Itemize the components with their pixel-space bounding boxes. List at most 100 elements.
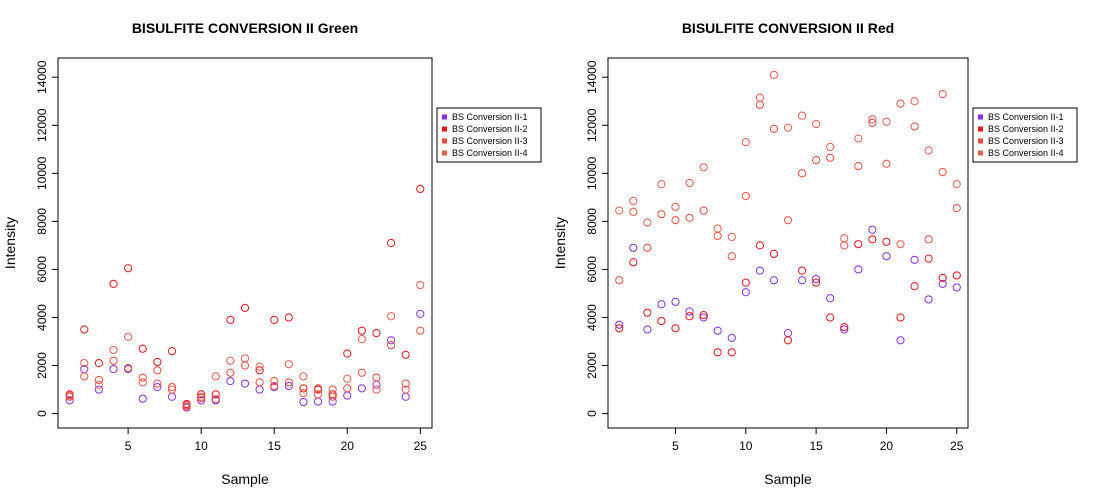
chart-2-point bbox=[952, 204, 961, 213]
chart-1: BISULFITE CONVERSION II Green 5 10 15 20 25 0 2… bbox=[2, 20, 542, 487]
chart-2-point bbox=[643, 308, 652, 317]
chart-1-x-tick-label: 25 bbox=[414, 439, 428, 453]
chart-2-point bbox=[643, 325, 652, 334]
chart-1-point bbox=[284, 378, 293, 387]
chart-2-point bbox=[643, 218, 652, 227]
chart-2-point bbox=[755, 241, 764, 250]
chart-2-point bbox=[952, 180, 961, 189]
chart-1-point bbox=[226, 368, 235, 377]
chart-1-point bbox=[94, 375, 104, 385]
chart-1-point bbox=[80, 325, 89, 334]
chart-2-point bbox=[769, 276, 779, 285]
chart-1-y-tick-label: 12000 bbox=[35, 108, 49, 142]
chart-1-point bbox=[270, 315, 279, 324]
chart-2-point bbox=[854, 240, 863, 249]
chart-1-point bbox=[386, 341, 396, 350]
chart-1-point bbox=[270, 381, 279, 391]
chart-2-point bbox=[713, 224, 722, 233]
chart-2-x-tick-label: 15 bbox=[809, 439, 823, 453]
chart-2-point bbox=[882, 159, 891, 168]
chart-2-point bbox=[629, 258, 638, 267]
chart-1-point bbox=[124, 363, 133, 373]
chart-1-point bbox=[401, 385, 410, 394]
chart-2-point bbox=[910, 282, 919, 291]
chart-2-point bbox=[910, 122, 919, 131]
chart-1-point bbox=[270, 377, 279, 386]
chart-1-point bbox=[94, 359, 104, 368]
chart-1-point bbox=[386, 336, 396, 345]
chart-1-series-1 bbox=[65, 309, 425, 412]
chart-1-legend: BS Conversion II-1 BS Conversion II-2 BS C… bbox=[436, 107, 542, 163]
chart-1-point bbox=[109, 365, 118, 374]
chart-1-y-tick-label: 10000 bbox=[35, 156, 49, 190]
chart-1-point bbox=[328, 385, 337, 394]
chart-1-point bbox=[226, 356, 235, 365]
chart-2-point bbox=[840, 325, 849, 334]
chart-2-legend-label: BS Conversion II-2 bbox=[988, 124, 1064, 134]
chart-1-point bbox=[372, 385, 381, 394]
chart-1-legend-box bbox=[436, 107, 542, 163]
chart-2-point bbox=[826, 294, 835, 303]
chart-2-y-tick-label: 14000 bbox=[585, 60, 599, 94]
chart-1-point bbox=[109, 345, 118, 355]
chart-2-point bbox=[783, 123, 793, 132]
chart-1-point bbox=[197, 396, 206, 405]
chart-2-legend-swatch bbox=[978, 138, 983, 144]
chart-1-point bbox=[138, 378, 147, 387]
chart-1-point bbox=[299, 384, 308, 393]
chart-1-point bbox=[153, 357, 162, 367]
chart-2-point bbox=[924, 146, 933, 155]
chart-1-point bbox=[401, 379, 410, 388]
chart-1-point bbox=[65, 396, 74, 405]
chart-2-point bbox=[713, 326, 722, 335]
chart-1-point bbox=[138, 394, 147, 403]
chart-1-legend-label: BS Conversion II-1 bbox=[452, 112, 528, 122]
chart-1-point bbox=[109, 356, 118, 365]
chart-1-point bbox=[226, 377, 235, 386]
chart-1-point bbox=[357, 368, 366, 377]
chart-2-y-axis-label: Intensity bbox=[552, 217, 568, 269]
chart-2-point bbox=[910, 97, 919, 106]
chart-1-point bbox=[153, 379, 162, 388]
chart-2-point bbox=[615, 276, 624, 285]
chart-2-point bbox=[755, 266, 764, 275]
chart-1-legend-swatch bbox=[442, 114, 447, 120]
chart-2-point bbox=[812, 278, 821, 287]
chart-2-point bbox=[797, 111, 807, 120]
chart-1-point bbox=[357, 384, 366, 393]
chart-2-point bbox=[797, 266, 807, 275]
chart-2-plot-frame bbox=[607, 57, 969, 429]
chart-2-point bbox=[854, 162, 863, 171]
chart-1-legend-swatch bbox=[442, 138, 447, 144]
chart-1-x-tick-label: 15 bbox=[268, 439, 282, 453]
chart-2-point bbox=[741, 137, 750, 147]
chart-2-point bbox=[769, 70, 779, 79]
chart-2-point bbox=[896, 336, 905, 345]
chart-2-point bbox=[938, 273, 947, 282]
chart-2-y-tick-label: 12000 bbox=[585, 108, 599, 142]
chart-2-point bbox=[755, 93, 764, 102]
chart-2-point bbox=[741, 288, 750, 297]
chart-1-x-axis-label: Sample bbox=[221, 471, 269, 487]
chart-2-series-2 bbox=[615, 235, 961, 357]
chart-1-point bbox=[416, 184, 425, 194]
chart-1-point bbox=[313, 390, 323, 399]
chart-2-legend-swatch bbox=[978, 114, 983, 120]
chart-2-point bbox=[783, 336, 793, 345]
chart-1-point bbox=[211, 372, 220, 381]
chart-1-point bbox=[416, 309, 425, 318]
chart-1-point bbox=[372, 328, 381, 338]
chart-2-point bbox=[671, 324, 680, 333]
chart-1-point bbox=[343, 349, 352, 358]
chart-1-point bbox=[401, 392, 410, 401]
chart-1-point bbox=[299, 397, 308, 407]
chart-2-point bbox=[952, 283, 961, 292]
chart-2-point bbox=[615, 324, 624, 333]
chart-2-point bbox=[671, 216, 680, 225]
chart-2-point bbox=[769, 124, 779, 133]
chart-1-point bbox=[343, 374, 352, 383]
chart-2-point bbox=[713, 231, 722, 240]
chart-2-point bbox=[629, 243, 638, 252]
chart-2-point bbox=[938, 89, 947, 99]
chart-1-point bbox=[255, 385, 264, 394]
